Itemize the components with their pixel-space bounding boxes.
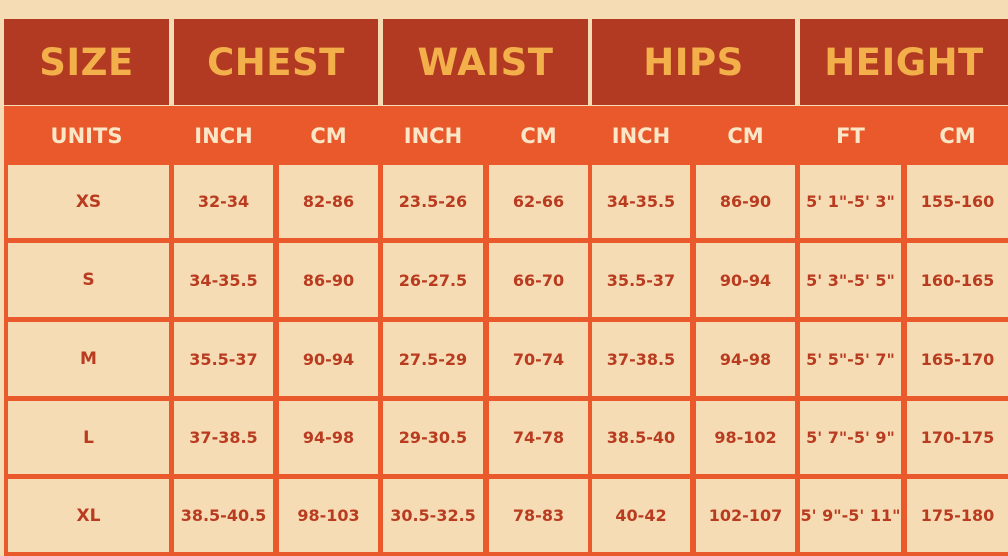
subheader-hips-inch: INCH bbox=[592, 110, 690, 161]
chest-inch-cell: 38.5-40.5 bbox=[174, 479, 273, 552]
chest-inch-cell: 37-38.5 bbox=[174, 401, 273, 474]
height-cm-cell: 165-170 bbox=[907, 322, 1008, 396]
group-header-hips: HIPS bbox=[592, 19, 795, 105]
hips-inch-cell: 40-42 bbox=[592, 479, 690, 552]
size-label: S bbox=[8, 243, 169, 317]
height-cm-cell: 175-180 bbox=[907, 479, 1008, 552]
hips-inch-cell: 35.5-37 bbox=[592, 243, 690, 317]
hips-cm-cell: 102-107 bbox=[696, 479, 795, 552]
height-ft-cell: 5' 1"-5' 3" bbox=[800, 165, 901, 238]
height-ft-cell: 5' 9"-5' 11" bbox=[800, 479, 901, 552]
height-cm-cell: 170-175 bbox=[907, 401, 1008, 474]
waist-inch-cell: 29-30.5 bbox=[383, 401, 483, 474]
hips-inch-cell: 34-35.5 bbox=[592, 165, 690, 238]
height-ft-cell: 5' 7"-5' 9" bbox=[800, 401, 901, 474]
height-ft-cell: 5' 5"-5' 7" bbox=[800, 322, 901, 396]
subheader-chest-cm: CM bbox=[279, 110, 378, 161]
subheader-waist-cm: CM bbox=[489, 110, 588, 161]
hips-cm-cell: 98-102 bbox=[696, 401, 795, 474]
size-label: M bbox=[8, 322, 169, 396]
height-cm-cell: 160-165 bbox=[907, 243, 1008, 317]
size-label: L bbox=[8, 401, 169, 474]
waist-inch-cell: 26-27.5 bbox=[383, 243, 483, 317]
waist-inch-cell: 30.5-32.5 bbox=[383, 479, 483, 552]
hips-inch-cell: 37-38.5 bbox=[592, 322, 690, 396]
chest-inch-cell: 34-35.5 bbox=[174, 243, 273, 317]
waist-inch-cell: 27.5-29 bbox=[383, 322, 483, 396]
chest-inch-cell: 35.5-37 bbox=[174, 322, 273, 396]
waist-cm-cell: 66-70 bbox=[489, 243, 588, 317]
chest-inch-cell: 32-34 bbox=[174, 165, 273, 238]
subheader-units: UNITS bbox=[4, 110, 169, 161]
waist-inch-cell: 23.5-26 bbox=[383, 165, 483, 238]
group-header-height: HEIGHT bbox=[800, 19, 1008, 105]
size-label: XS bbox=[8, 165, 169, 238]
chest-cm-cell: 90-94 bbox=[279, 322, 378, 396]
hips-inch-cell: 38.5-40 bbox=[592, 401, 690, 474]
chest-cm-cell: 94-98 bbox=[279, 401, 378, 474]
subheader-hips-cm: CM bbox=[696, 110, 795, 161]
subheader-waist-inch: INCH bbox=[383, 110, 483, 161]
hips-cm-cell: 94-98 bbox=[696, 322, 795, 396]
waist-cm-cell: 62-66 bbox=[489, 165, 588, 238]
hips-cm-cell: 86-90 bbox=[696, 165, 795, 238]
group-header-size: SIZE bbox=[4, 19, 169, 105]
chest-cm-cell: 82-86 bbox=[279, 165, 378, 238]
hips-cm-cell: 90-94 bbox=[696, 243, 795, 317]
subheader-height-ft: FT bbox=[800, 110, 901, 161]
chest-cm-cell: 98-103 bbox=[279, 479, 378, 552]
height-ft-cell: 5' 3"-5' 5" bbox=[800, 243, 901, 317]
subheader-height-cm: CM bbox=[907, 110, 1008, 161]
chest-cm-cell: 86-90 bbox=[279, 243, 378, 317]
height-cm-cell: 155-160 bbox=[907, 165, 1008, 238]
waist-cm-cell: 74-78 bbox=[489, 401, 588, 474]
waist-cm-cell: 78-83 bbox=[489, 479, 588, 552]
group-header-chest: CHEST bbox=[174, 19, 378, 105]
group-header-waist: WAIST bbox=[383, 19, 588, 105]
waist-cm-cell: 70-74 bbox=[489, 322, 588, 396]
subheader-chest-inch: INCH bbox=[174, 110, 273, 161]
size-label: XL bbox=[8, 479, 169, 552]
